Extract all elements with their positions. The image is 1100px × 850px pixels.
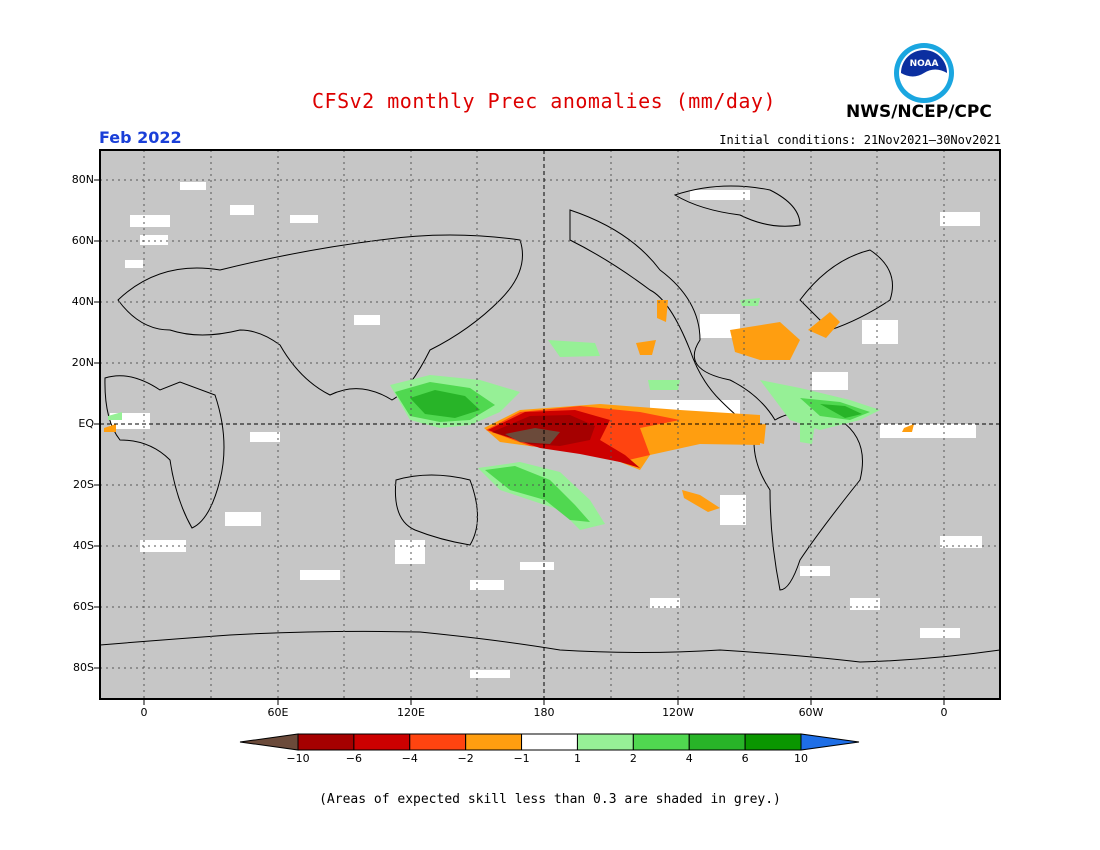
lat-label: EQ <box>78 417 94 430</box>
colorbar-swatch <box>239 733 299 751</box>
continent-outlines <box>99 185 1001 663</box>
colorbar-swatch <box>744 733 802 751</box>
colorbar-label: −2 <box>457 752 474 765</box>
colorbar-swatches <box>239 733 860 751</box>
colorbar-swatch <box>688 733 746 751</box>
page-title: CFSv2 monthly Prec anomalies (mm/day) <box>312 89 777 113</box>
lat-label: 80S <box>73 661 94 674</box>
colorbar-swatch <box>353 733 411 751</box>
lat-label: 40N <box>71 295 94 308</box>
colorbar-swatch <box>465 733 523 751</box>
colorbar-label: −1 <box>513 752 530 765</box>
colorbar-swatch <box>576 733 634 751</box>
colorbar-swatch <box>297 733 355 751</box>
colorbar-swatch <box>632 733 690 751</box>
colorbar-swatch <box>800 733 860 751</box>
lon-label: 0 <box>940 706 948 719</box>
noaa-logo-text: NOAA <box>910 59 939 69</box>
agency-label: NWS/NCEP/CPC <box>846 102 992 122</box>
lat-label: 60S <box>73 600 94 613</box>
lon-label: 120W <box>662 706 694 719</box>
reference-lines <box>100 150 1000 699</box>
colorbar-label: 4 <box>685 752 693 765</box>
forecast-period: Feb 2022 <box>99 128 182 147</box>
noaa-logo: NOAA <box>894 43 954 103</box>
wet-anomalies <box>108 298 880 530</box>
lat-label: 20N <box>71 356 94 369</box>
colorbar-label: 6 <box>741 752 749 765</box>
lat-label: 60N <box>71 234 94 247</box>
lon-label: 180 <box>533 706 555 719</box>
graticule <box>100 150 1000 699</box>
dry-anomalies <box>104 300 914 512</box>
tick-marks <box>94 179 945 705</box>
lon-label: 60E <box>267 706 289 719</box>
initial-conditions: Initial conditions: 21Nov2021–30Nov2021 <box>719 133 1001 147</box>
lat-label: 40S <box>73 539 94 552</box>
colorbar-label: 1 <box>573 752 581 765</box>
lon-label: 120E <box>397 706 425 719</box>
lat-label: 80N <box>71 173 94 186</box>
colorbar-label: 2 <box>629 752 637 765</box>
footnote: (Areas of expected skill less than 0.3 a… <box>319 792 781 807</box>
colorbar-swatch <box>521 733 578 751</box>
lon-label: 60W <box>798 706 824 719</box>
colorbar-label: −4 <box>401 752 418 765</box>
lat-label: 20S <box>73 478 94 491</box>
lon-label: 0 <box>140 706 148 719</box>
colorbar-label: −10 <box>286 752 310 765</box>
colorbar-label: 10 <box>794 752 808 765</box>
colorbar-label: −6 <box>345 752 362 765</box>
colorbar-swatch <box>409 733 467 751</box>
